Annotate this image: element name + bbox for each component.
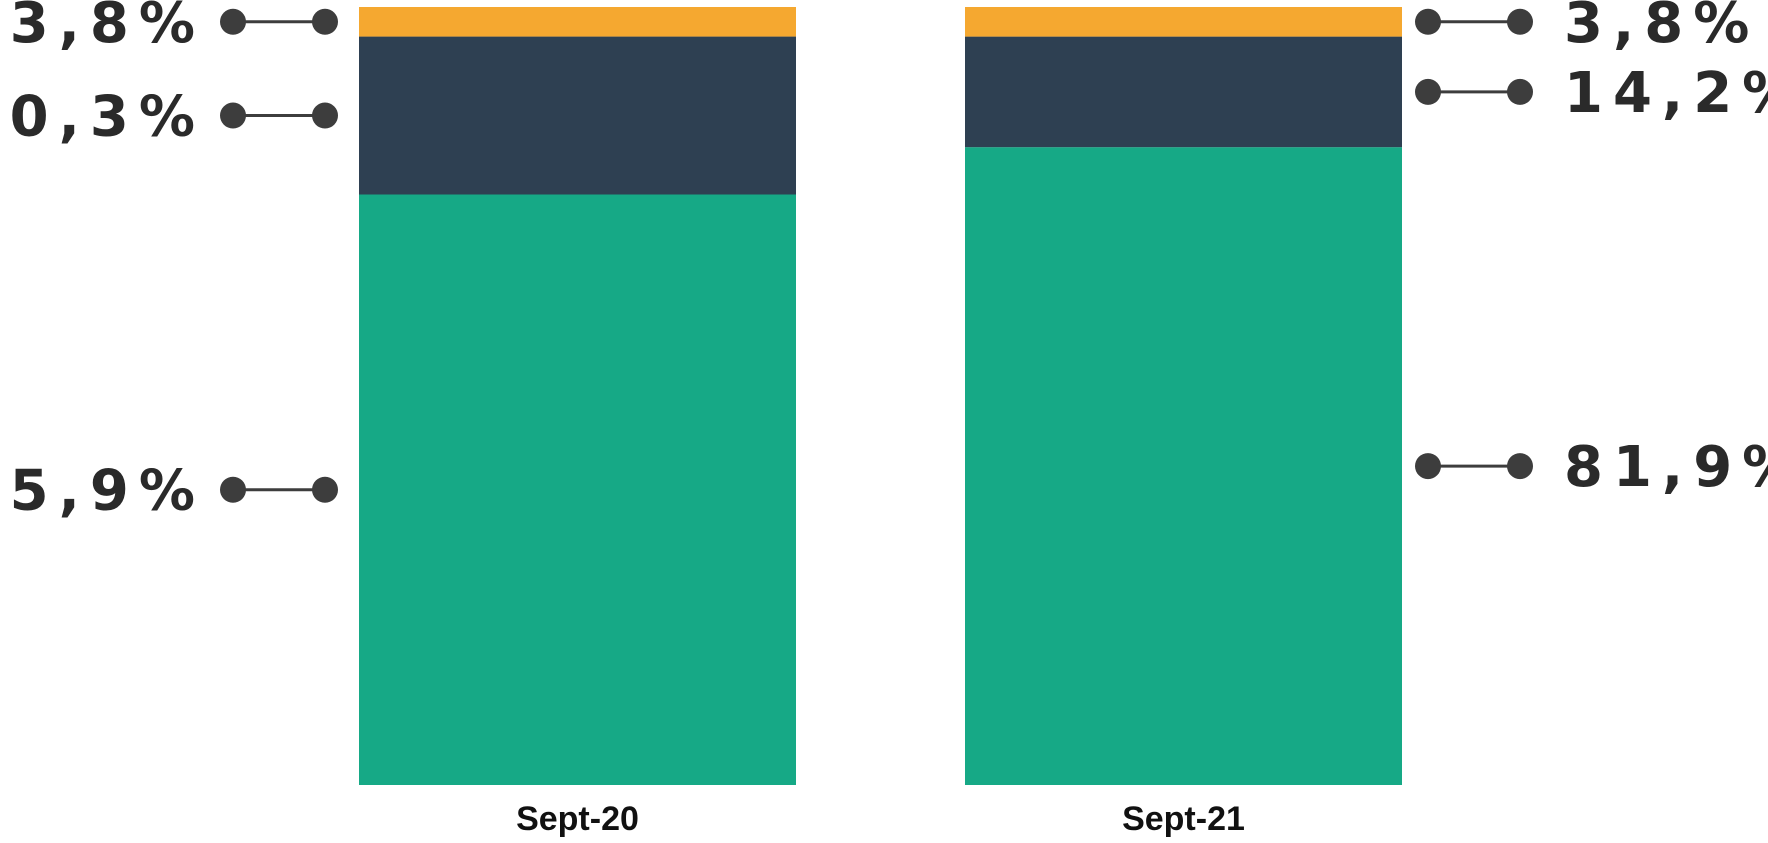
category-axis: Sept-20 Sept-21 [516,800,1245,838]
bar-segment-1-0 [965,147,1402,785]
leaders-layer [220,8,1533,503]
category-label-1: Sept-21 [1122,800,1245,838]
data-label-1-2: 3,8% [1564,0,1759,56]
leader-dot-1-2-b [1507,8,1533,35]
labels-layer: 75,9%20,3%3,8%81,9%14,2%3,8% [0,0,1768,524]
leader-dot-0-0-b [312,476,338,503]
leader-dot-1-1-a [1415,78,1441,105]
bar-segment-1-1 [965,36,1402,148]
leader-dot-1-2-a [1415,8,1441,35]
leader-dot-1-1-b [1507,78,1533,105]
leader-dot-0-1-a [220,102,246,129]
leader-dot-0-0-a [220,476,246,503]
category-label-0: Sept-20 [516,800,639,838]
data-label-1-0: 81,9% [1564,435,1768,500]
leader-dot-1-0-a [1415,453,1441,480]
bar-segment-0-0 [359,194,796,786]
leader-dot-0-2-a [220,8,246,35]
data-label-0-0: 75,9% [0,459,205,524]
bar-segment-0-1 [359,36,796,195]
data-label-0-2: 3,8% [10,0,205,56]
leader-dot-0-1-b [312,102,338,129]
bar-segment-0-2 [359,7,796,37]
bar-segment-1-2 [965,7,1402,37]
data-label-0-1: 20,3% [0,85,205,150]
leader-dot-0-2-b [312,8,338,35]
leader-dot-1-0-b [1507,453,1533,480]
data-label-1-1: 14,2% [1564,61,1768,126]
bars-layer [359,7,1402,786]
